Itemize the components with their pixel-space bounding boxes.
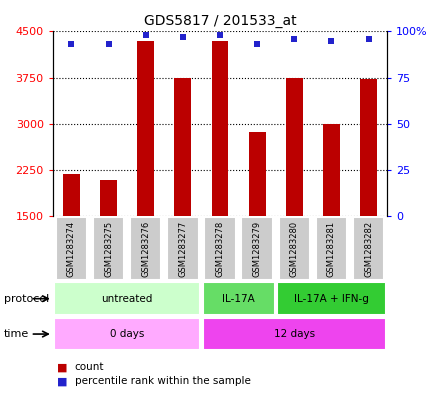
Text: percentile rank within the sample: percentile rank within the sample bbox=[75, 376, 251, 386]
Text: GSM1283277: GSM1283277 bbox=[178, 220, 187, 277]
Text: 12 days: 12 days bbox=[274, 329, 315, 339]
Point bbox=[365, 36, 372, 42]
Text: ■: ■ bbox=[57, 376, 68, 386]
FancyBboxPatch shape bbox=[93, 217, 125, 280]
Point bbox=[328, 37, 335, 44]
FancyBboxPatch shape bbox=[55, 217, 87, 280]
Text: protocol: protocol bbox=[4, 294, 49, 304]
Text: GSM1283276: GSM1283276 bbox=[141, 220, 150, 277]
FancyBboxPatch shape bbox=[202, 318, 386, 350]
Title: GDS5817 / 201533_at: GDS5817 / 201533_at bbox=[144, 14, 296, 28]
Point bbox=[142, 32, 149, 38]
Text: ■: ■ bbox=[57, 362, 68, 373]
FancyBboxPatch shape bbox=[54, 318, 200, 350]
Text: IL-17A: IL-17A bbox=[222, 294, 255, 304]
Bar bbox=[323, 125, 340, 216]
Bar bbox=[360, 79, 377, 216]
Text: IL-17A + IFN-g: IL-17A + IFN-g bbox=[294, 294, 369, 304]
Point bbox=[180, 34, 187, 40]
Bar bbox=[175, 78, 191, 216]
Text: GSM1283280: GSM1283280 bbox=[290, 220, 299, 277]
Bar bbox=[100, 180, 117, 216]
FancyBboxPatch shape bbox=[242, 217, 273, 280]
Text: time: time bbox=[4, 329, 29, 339]
Text: GSM1283279: GSM1283279 bbox=[253, 220, 262, 277]
FancyBboxPatch shape bbox=[279, 217, 310, 280]
Text: GSM1283275: GSM1283275 bbox=[104, 220, 113, 277]
Point bbox=[216, 32, 224, 38]
Text: GSM1283281: GSM1283281 bbox=[327, 220, 336, 277]
FancyBboxPatch shape bbox=[315, 217, 347, 280]
FancyBboxPatch shape bbox=[277, 283, 386, 315]
Point bbox=[105, 41, 112, 48]
Bar bbox=[137, 40, 154, 216]
Text: count: count bbox=[75, 362, 104, 373]
Bar bbox=[63, 174, 80, 216]
Text: GSM1283278: GSM1283278 bbox=[216, 220, 224, 277]
Point bbox=[291, 36, 298, 42]
FancyBboxPatch shape bbox=[353, 217, 385, 280]
Point bbox=[253, 41, 260, 48]
Bar bbox=[286, 78, 303, 216]
Text: GSM1283274: GSM1283274 bbox=[67, 220, 76, 277]
FancyBboxPatch shape bbox=[204, 217, 236, 280]
Bar bbox=[212, 40, 228, 216]
Point bbox=[68, 41, 75, 48]
Text: untreated: untreated bbox=[102, 294, 153, 304]
Text: GSM1283282: GSM1283282 bbox=[364, 220, 373, 277]
FancyBboxPatch shape bbox=[54, 283, 200, 315]
Text: 0 days: 0 days bbox=[110, 329, 144, 339]
FancyBboxPatch shape bbox=[130, 217, 161, 280]
Bar bbox=[249, 132, 265, 216]
FancyBboxPatch shape bbox=[167, 217, 198, 280]
FancyBboxPatch shape bbox=[202, 283, 275, 315]
